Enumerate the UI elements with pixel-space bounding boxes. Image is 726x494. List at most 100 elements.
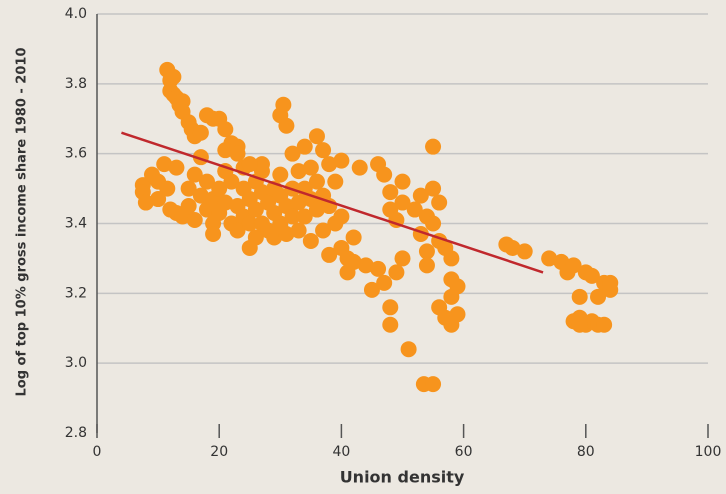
point bbox=[308, 201, 325, 218]
point bbox=[345, 229, 362, 246]
point bbox=[296, 138, 313, 155]
point bbox=[571, 288, 588, 305]
y-tick-label: 3.0 bbox=[65, 355, 87, 371]
point bbox=[156, 156, 173, 173]
point bbox=[565, 257, 582, 274]
point bbox=[272, 218, 289, 235]
point bbox=[351, 159, 368, 176]
point bbox=[192, 124, 209, 141]
point bbox=[275, 96, 292, 113]
x-axis-label: Union density bbox=[340, 468, 465, 487]
point bbox=[596, 316, 613, 333]
point bbox=[253, 156, 270, 173]
point bbox=[333, 152, 350, 169]
y-axis-label: Log of top 10% gross income share 1980 -… bbox=[15, 48, 30, 397]
point bbox=[308, 128, 325, 145]
point bbox=[571, 316, 588, 333]
point bbox=[321, 156, 338, 173]
point bbox=[290, 194, 307, 211]
point bbox=[376, 166, 393, 183]
point bbox=[211, 180, 228, 197]
point bbox=[296, 208, 313, 225]
point bbox=[425, 138, 442, 155]
point bbox=[247, 201, 264, 218]
point bbox=[205, 225, 222, 242]
point bbox=[186, 166, 203, 183]
point bbox=[284, 208, 301, 225]
point bbox=[229, 145, 246, 162]
y-tick-label: 3.4 bbox=[65, 216, 87, 232]
point bbox=[159, 180, 176, 197]
x-tick-label: 80 bbox=[577, 444, 595, 460]
point bbox=[443, 250, 460, 267]
point bbox=[308, 173, 325, 190]
y-tick-label: 4.0 bbox=[65, 6, 87, 22]
point bbox=[425, 376, 442, 393]
point bbox=[302, 159, 319, 176]
y-tick-label: 2.8 bbox=[65, 425, 87, 441]
point bbox=[137, 194, 154, 211]
point bbox=[333, 208, 350, 225]
point bbox=[278, 117, 295, 134]
point bbox=[357, 257, 374, 274]
y-tick-label: 3.2 bbox=[65, 285, 87, 301]
point bbox=[425, 180, 442, 197]
point bbox=[192, 187, 209, 204]
point bbox=[394, 194, 411, 211]
x-tick-label: 60 bbox=[455, 444, 473, 460]
point bbox=[284, 145, 301, 162]
point bbox=[376, 274, 393, 291]
x-tick-label: 0 bbox=[93, 444, 102, 460]
point bbox=[406, 201, 423, 218]
point bbox=[388, 264, 405, 281]
point bbox=[198, 173, 215, 190]
point bbox=[394, 250, 411, 267]
point bbox=[272, 166, 289, 183]
point bbox=[449, 306, 466, 323]
point bbox=[180, 198, 197, 215]
x-tick-label: 20 bbox=[210, 444, 228, 460]
point bbox=[241, 156, 258, 173]
point bbox=[382, 184, 399, 201]
point bbox=[180, 180, 197, 197]
point bbox=[583, 267, 600, 284]
y-tick-label: 3.8 bbox=[65, 76, 87, 92]
point bbox=[315, 142, 332, 159]
point bbox=[217, 121, 234, 138]
point bbox=[449, 278, 466, 295]
point bbox=[302, 232, 319, 249]
point bbox=[165, 68, 182, 85]
point bbox=[150, 191, 167, 208]
point bbox=[290, 222, 307, 239]
point bbox=[363, 281, 380, 298]
point bbox=[217, 163, 234, 180]
point bbox=[290, 163, 307, 180]
x-tick-label: 100 bbox=[695, 444, 722, 460]
point bbox=[394, 173, 411, 190]
point bbox=[370, 260, 387, 277]
point bbox=[431, 194, 448, 211]
point bbox=[504, 239, 521, 256]
point bbox=[425, 215, 442, 232]
point bbox=[590, 288, 607, 305]
point bbox=[327, 173, 344, 190]
point bbox=[217, 142, 234, 159]
point bbox=[241, 215, 258, 232]
point bbox=[418, 243, 435, 260]
point bbox=[382, 299, 399, 316]
point bbox=[229, 222, 246, 239]
point bbox=[345, 253, 362, 270]
point bbox=[412, 187, 429, 204]
point bbox=[217, 194, 234, 211]
point bbox=[186, 212, 203, 229]
y-tick-label: 3.6 bbox=[65, 146, 87, 162]
point bbox=[400, 341, 417, 358]
point bbox=[315, 222, 332, 239]
point bbox=[321, 246, 338, 263]
point bbox=[602, 274, 619, 291]
point bbox=[247, 229, 264, 246]
point bbox=[418, 257, 435, 274]
point bbox=[541, 250, 558, 267]
